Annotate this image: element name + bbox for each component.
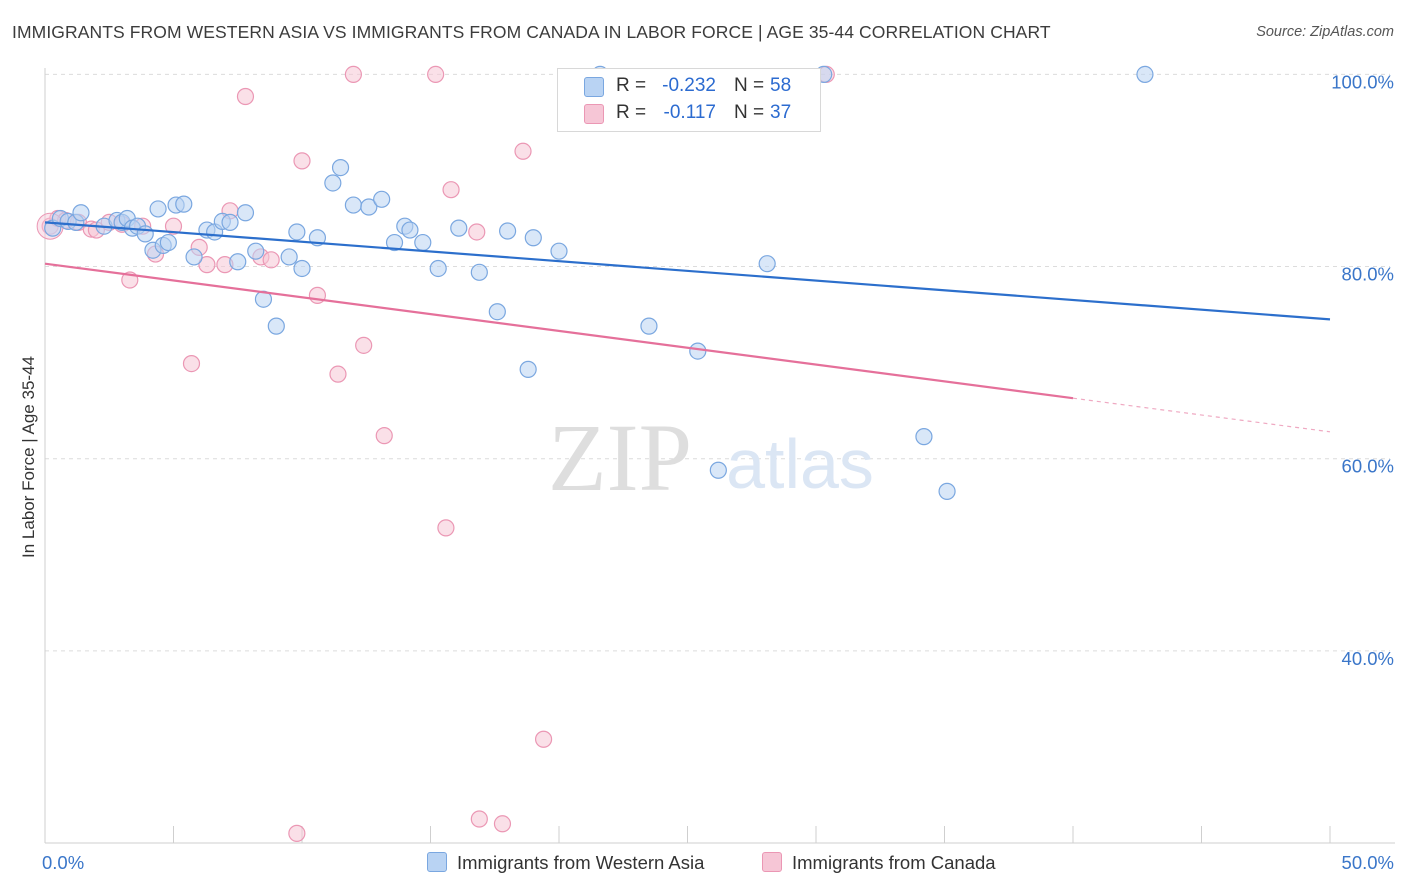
point-western-asia xyxy=(72,204,90,222)
point-canada xyxy=(164,217,183,235)
x-tick-label: 50.0% xyxy=(1342,852,1394,873)
tick-labels: 40.0% 60.0% 80.0% 100.0% 0.0% 50.0% xyxy=(42,71,1394,873)
point-western-asia xyxy=(331,159,350,177)
point-western-asia xyxy=(758,255,776,273)
watermark-zip: ZIP xyxy=(548,404,692,511)
legend-n-value: 37 xyxy=(770,102,792,123)
point-western-asia xyxy=(360,198,378,216)
point-western-asia xyxy=(159,233,177,252)
point-western-asia xyxy=(185,248,203,266)
point-western-asia xyxy=(470,263,488,281)
x-tick-label: 0.0% xyxy=(42,852,84,873)
chart-title: IMMIGRANTS FROM WESTERN ASIA VS IMMIGRAN… xyxy=(12,22,1051,42)
point-canada xyxy=(293,152,311,170)
point-western-asia xyxy=(385,233,404,252)
bottom-legend-swatch-blue xyxy=(427,852,447,872)
point-canada xyxy=(355,336,373,354)
legend-r-label: R = xyxy=(616,75,647,96)
point-western-asia xyxy=(136,225,154,243)
point-western-asia xyxy=(267,317,285,335)
watermark-atlas: atlas xyxy=(726,425,874,503)
point-canada xyxy=(534,730,553,748)
point-canada xyxy=(468,223,486,241)
point-canada xyxy=(470,810,488,828)
point-canada xyxy=(442,181,460,199)
point-canada xyxy=(182,354,201,373)
point-western-asia xyxy=(401,221,419,239)
trend-line-canada-extrapolated xyxy=(1072,397,1331,433)
point-western-asia xyxy=(175,195,193,213)
point-western-asia xyxy=(236,204,255,222)
point-western-asia xyxy=(640,317,658,335)
point-western-asia xyxy=(499,222,517,240)
legend-swatch-pink xyxy=(584,104,604,124)
series-canada xyxy=(36,65,835,842)
point-canada xyxy=(427,65,445,84)
legend-r-value: -0.232 xyxy=(662,75,716,96)
y-tick-label: 60.0% xyxy=(1342,456,1394,477)
y-tick-label: 80.0% xyxy=(1342,264,1394,285)
legend-n-label: N = xyxy=(734,75,765,96)
legend-r-label: R = xyxy=(616,102,647,123)
point-western-asia xyxy=(229,253,247,271)
point-western-asia xyxy=(488,303,506,321)
point-western-asia xyxy=(519,360,537,378)
point-western-asia xyxy=(221,213,239,231)
legend-n-label: N = xyxy=(734,102,765,123)
bottom-legend-label-western-asia: Immigrants from Western Asia xyxy=(457,852,705,873)
point-western-asia xyxy=(324,174,342,192)
bottom-legend-western-asia: Immigrants from Western Asia xyxy=(427,852,704,874)
trend-line-canada xyxy=(44,262,1074,400)
chart-source: Source: ZipAtlas.com xyxy=(1256,24,1394,40)
legend-r-value: -0.117 xyxy=(663,102,716,123)
bottom-legend-swatch-pink xyxy=(762,852,782,872)
point-canada xyxy=(288,824,306,842)
point-western-asia xyxy=(915,428,933,446)
point-canada xyxy=(493,815,512,833)
watermark: ZIP atlas xyxy=(548,404,874,511)
point-western-asia xyxy=(938,482,956,500)
series-western-asia xyxy=(44,65,1154,500)
legend-n-value: 58 xyxy=(770,75,792,96)
point-western-asia xyxy=(550,242,568,260)
point-western-asia xyxy=(373,190,391,208)
stats-legend: R = -0.232 N = 58 R = -0.117 N = 37 xyxy=(557,68,821,132)
point-western-asia xyxy=(280,248,298,266)
point-western-asia xyxy=(247,242,265,260)
point-western-asia xyxy=(149,200,167,218)
point-canada xyxy=(437,519,455,537)
point-canada xyxy=(236,87,255,106)
point-western-asia xyxy=(293,259,311,278)
point-western-asia xyxy=(288,223,306,241)
bottom-legend-label-canada: Immigrants from Canada xyxy=(792,852,996,873)
point-western-asia xyxy=(344,196,362,214)
trend-line-western-asia xyxy=(44,221,1331,321)
point-western-asia xyxy=(524,229,542,247)
point-western-asia xyxy=(1136,65,1154,84)
trend-lines xyxy=(44,221,1331,433)
point-canada xyxy=(262,251,280,269)
bottom-legend-canada: Immigrants from Canada xyxy=(762,852,996,874)
point-western-asia xyxy=(429,259,447,278)
point-western-asia xyxy=(450,219,468,237)
y-axis-label: In Labor Force | Age 35-44 xyxy=(19,356,38,558)
point-canada xyxy=(375,427,393,445)
point-western-asia xyxy=(709,461,727,479)
legend-swatch-blue xyxy=(584,77,604,97)
y-tick-label: 40.0% xyxy=(1342,648,1394,669)
y-tick-label: 100.0% xyxy=(1331,71,1394,92)
point-canada xyxy=(344,65,362,84)
point-canada xyxy=(198,256,216,274)
axes xyxy=(44,68,1395,844)
point-canada xyxy=(329,365,347,383)
point-canada xyxy=(514,142,532,160)
grid-lines xyxy=(45,73,1390,652)
point-western-asia xyxy=(414,233,432,252)
point-western-asia xyxy=(689,342,707,360)
